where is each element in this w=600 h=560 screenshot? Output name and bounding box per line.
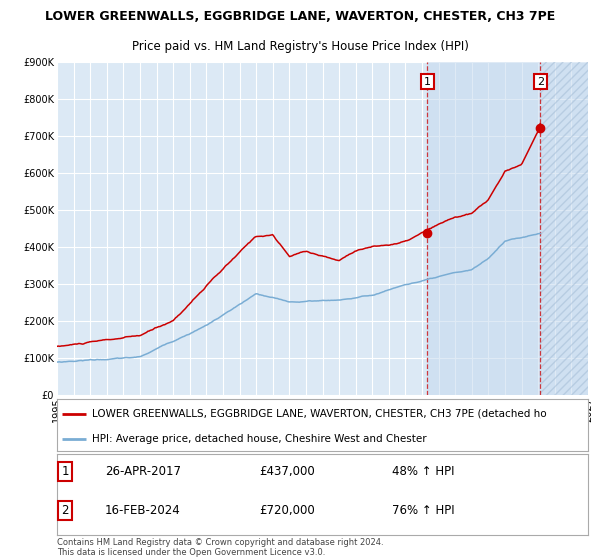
- Text: 2: 2: [536, 77, 544, 87]
- Text: Contains HM Land Registry data © Crown copyright and database right 2024.
This d: Contains HM Land Registry data © Crown c…: [57, 538, 383, 557]
- Bar: [427, 62, 540, 395]
- Text: £720,000: £720,000: [259, 504, 314, 517]
- Text: 1: 1: [424, 77, 431, 87]
- Text: 1: 1: [61, 465, 69, 478]
- Text: HPI: Average price, detached house, Cheshire West and Chester: HPI: Average price, detached house, Ches…: [92, 435, 426, 445]
- Bar: [540, 62, 588, 395]
- Text: 26-APR-2017: 26-APR-2017: [105, 465, 181, 478]
- Bar: [540, 62, 588, 395]
- Text: LOWER GREENWALLS, EGGBRIDGE LANE, WAVERTON, CHESTER, CH3 7PE (detached ho: LOWER GREENWALLS, EGGBRIDGE LANE, WAVERT…: [92, 409, 546, 419]
- Text: Price paid vs. HM Land Registry's House Price Index (HPI): Price paid vs. HM Land Registry's House …: [131, 40, 469, 53]
- Text: 76% ↑ HPI: 76% ↑ HPI: [392, 504, 454, 517]
- Text: 2: 2: [61, 504, 69, 517]
- Text: £437,000: £437,000: [259, 465, 314, 478]
- Text: LOWER GREENWALLS, EGGBRIDGE LANE, WAVERTON, CHESTER, CH3 7PE: LOWER GREENWALLS, EGGBRIDGE LANE, WAVERT…: [45, 10, 555, 24]
- Text: 48% ↑ HPI: 48% ↑ HPI: [392, 465, 454, 478]
- Text: 16-FEB-2024: 16-FEB-2024: [105, 504, 181, 517]
